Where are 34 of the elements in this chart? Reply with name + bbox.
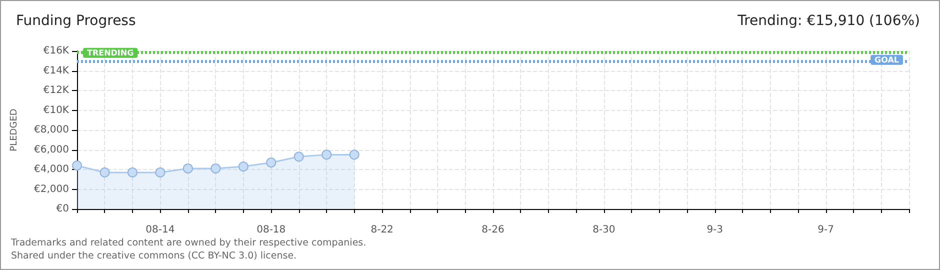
y-tick-label: €6,000 (34, 144, 69, 156)
text: Trademarks and related content are owned by their respective companies. (10, 238, 366, 248)
x-tick-label: 8-30 (592, 224, 616, 236)
y-tick-label: €10K (43, 104, 70, 116)
y-tick-label: €2,000 (34, 184, 69, 195)
point (349, 150, 360, 160)
point (294, 152, 304, 162)
y-tick-label: €16K (43, 46, 70, 56)
x-tick-label: 08-14 (146, 224, 175, 236)
y-tick-label: €8,000 (34, 124, 69, 136)
point (182, 164, 193, 174)
y-axis-title: PLEDGED (10, 108, 20, 152)
point (100, 167, 110, 178)
point (322, 150, 332, 160)
point (210, 164, 221, 174)
point (155, 167, 166, 178)
text: Shared under the creative commons (CC BY-NC 3.0) license. (11, 250, 297, 262)
x-tick-label: 9-7 (818, 224, 834, 236)
x-tick-label: 08-18 (256, 224, 286, 236)
chart-subtitle: Trending: €15,910 (106%) (736, 13, 920, 29)
point (266, 158, 276, 168)
y-tick-label: €14K (43, 65, 70, 76)
ref-line-label: GOAL (874, 55, 899, 64)
x-tick-label: 8-26 (482, 224, 504, 236)
x-tick-label: 8-22 (370, 224, 394, 236)
point (72, 160, 82, 171)
x-tick-label: 9-3 (706, 224, 724, 236)
chart-title: Funding Progress (16, 13, 136, 29)
y-tick-label: €12K (43, 85, 70, 96)
y-tick-label: €4,000 (34, 164, 69, 175)
y-tick-label: €0 (56, 204, 69, 214)
point (238, 162, 248, 172)
point (127, 167, 138, 178)
ref-line-label: TRENDING (87, 48, 134, 58)
